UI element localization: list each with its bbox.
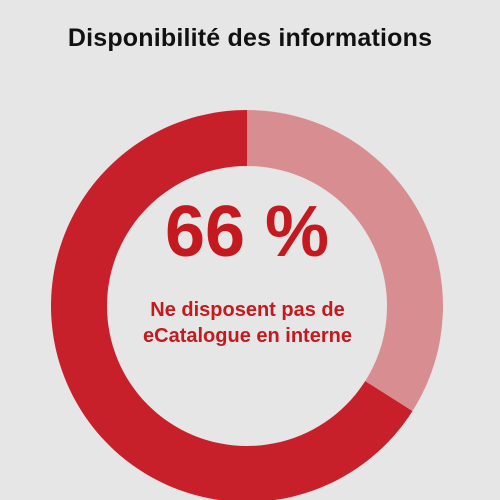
center-percent-label: 66 % <box>164 192 330 272</box>
center-caption-label: Ne disposent pas de eCatalogue en intern… <box>143 299 352 347</box>
chart-title: Disponibilité des informations <box>67 24 433 52</box>
donut-hole <box>107 166 387 446</box>
